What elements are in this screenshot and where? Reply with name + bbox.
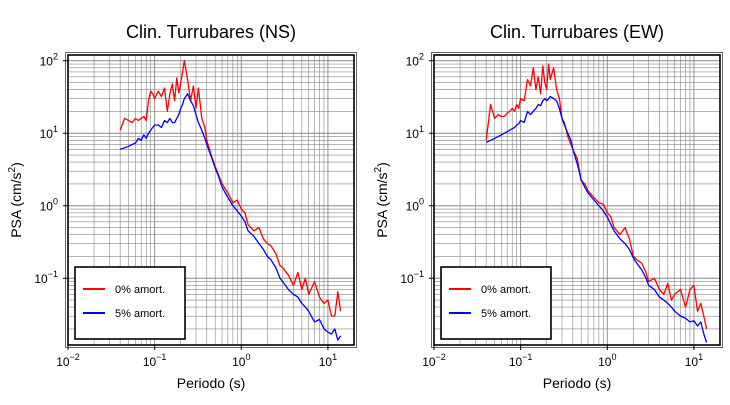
x-tick-base: 10: [598, 355, 612, 369]
series-line-damped: [485, 95, 708, 343]
y-tick-exponent: −1: [48, 269, 58, 279]
series-line-undamped: [119, 60, 342, 317]
plot-frame-outer: [431, 52, 723, 348]
series-line-damped: [119, 93, 342, 341]
legend-label-undamped: 0% amort.: [481, 284, 531, 296]
y-tick-label: 102: [406, 52, 424, 69]
y-axis-label-main: PSA (cm/s: [374, 172, 390, 237]
y-axis-label-superscript: 2: [7, 166, 18, 172]
x-tick-label: 10−1: [509, 352, 533, 369]
legend-label-undamped: 0% amort.: [115, 284, 165, 296]
x-tick-base: 10: [56, 355, 70, 369]
plot-frame-outer: [65, 52, 357, 348]
y-tick-exponent: 1: [53, 124, 58, 134]
y-tick-label: 101: [40, 124, 58, 141]
x-tick-base: 10: [232, 355, 246, 369]
y-tick-exponent: 0: [419, 197, 424, 207]
y-tick-base: 10: [40, 127, 54, 141]
y-tick-base: 10: [34, 272, 48, 286]
y-tick-base: 10: [400, 272, 414, 286]
plot-frame: [67, 54, 355, 346]
plot-frame: [433, 54, 721, 346]
x-axis-label: Periodo (s): [177, 375, 245, 391]
x-tick-label: 10−2: [422, 352, 446, 369]
legend-box: [440, 266, 552, 340]
legend-box: [74, 266, 186, 340]
y-axis-label-superscript: 2: [373, 166, 384, 172]
x-tick-exponent: −1: [156, 352, 166, 362]
x-tick-base: 10: [685, 355, 699, 369]
x-tick-label: 100: [598, 352, 616, 369]
y-axis-label: PSA (cm/s2): [373, 162, 390, 238]
y-axis-label-main: PSA (cm/s: [8, 172, 24, 237]
y-tick-exponent: −1: [414, 269, 424, 279]
x-tick-label: 10−1: [143, 352, 167, 369]
x-tick-label: 100: [232, 352, 250, 369]
y-tick-base: 10: [40, 200, 54, 214]
x-tick-base: 10: [509, 355, 523, 369]
x-tick-exponent: −2: [70, 352, 80, 362]
legend: 0% amort. 5% amort.: [440, 266, 552, 340]
y-tick-exponent: 2: [53, 52, 58, 62]
y-tick-exponent: 1: [419, 124, 424, 134]
x-tick-base: 10: [422, 355, 436, 369]
y-tick-base: 10: [40, 55, 54, 69]
x-tick-label: 10−2: [56, 352, 80, 369]
y-tick-exponent: 0: [53, 197, 58, 207]
y-axis-label: PSA (cm/s2): [7, 162, 24, 238]
y-axis-label-end: ): [374, 162, 390, 167]
x-tick-base: 10: [319, 355, 333, 369]
x-tick-label: 101: [685, 352, 703, 369]
y-tick-base: 10: [406, 55, 420, 69]
y-tick-base: 10: [406, 127, 420, 141]
chart-title: Clin. Turrubares (EW): [490, 22, 664, 42]
x-tick-exponent: −2: [436, 352, 446, 362]
gridlines: [433, 55, 721, 345]
x-tick-label: 101: [319, 352, 337, 369]
x-tick-exponent: 1: [698, 352, 703, 362]
y-tick-label: 100: [406, 197, 424, 214]
y-tick-label: 100: [40, 197, 58, 214]
x-tick-base: 10: [143, 355, 157, 369]
x-tick-exponent: 0: [245, 352, 250, 362]
x-tick-exponent: 0: [611, 352, 616, 362]
legend-label-damped: 5% amort.: [481, 308, 531, 320]
y-tick-label: 101: [406, 124, 424, 141]
y-tick-label: 10−1: [400, 269, 424, 286]
y-axis-label-end: ): [8, 162, 24, 167]
y-tick-exponent: 2: [419, 52, 424, 62]
x-tick-exponent: −1: [522, 352, 532, 362]
legend-label-damped: 5% amort.: [115, 308, 165, 320]
x-axis-label: Periodo (s): [543, 375, 611, 391]
x-tick-exponent: 1: [332, 352, 337, 362]
y-tick-label: 10−1: [34, 269, 58, 286]
legend: 0% amort. 5% amort.: [74, 266, 186, 340]
chart-title: Clin. Turrubares (NS): [126, 22, 296, 42]
y-tick-base: 10: [406, 200, 420, 214]
y-tick-label: 102: [40, 52, 58, 69]
